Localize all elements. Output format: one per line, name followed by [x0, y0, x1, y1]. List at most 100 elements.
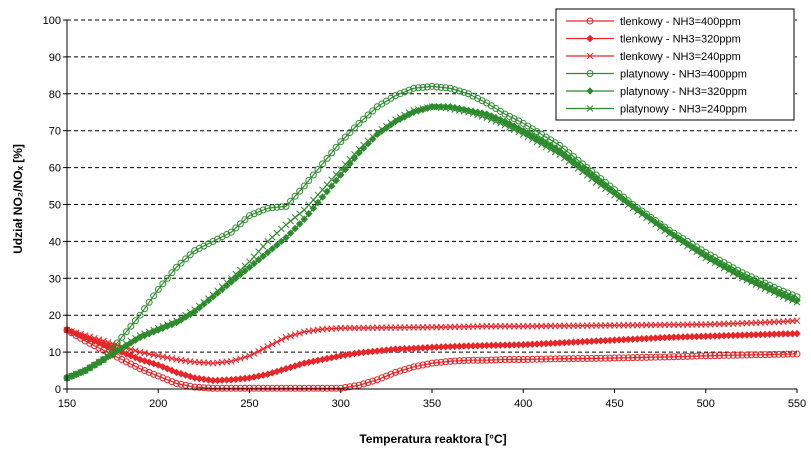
data-point: [86, 333, 94, 341]
data-point: [282, 221, 290, 229]
data-point: [291, 192, 299, 200]
data-point: [200, 375, 208, 384]
data-point: [287, 384, 295, 392]
data-point: [209, 384, 217, 392]
data-point: [81, 332, 89, 339]
data-point: [442, 84, 450, 92]
data-point: [173, 317, 180, 325]
data-point: [433, 359, 441, 367]
data-point: [163, 376, 171, 384]
legend-marker: [586, 105, 594, 112]
data-point: [264, 204, 272, 212]
data-point: [460, 356, 468, 364]
data-point: [602, 185, 609, 193]
data-point: [711, 352, 719, 360]
data-point: [706, 352, 714, 360]
data-point: [437, 83, 445, 91]
data-point: [560, 355, 568, 363]
data-point: [346, 129, 354, 137]
data-point: [492, 118, 500, 125]
x-tick-label: 200: [149, 398, 167, 410]
data-point: [784, 350, 792, 358]
data-point: [118, 333, 126, 341]
legend-label: platynowy - NH3=320ppm: [620, 86, 747, 98]
data-point: [314, 384, 322, 392]
data-point: [360, 380, 368, 388]
data-point: [91, 361, 98, 369]
data-point: [263, 248, 272, 257]
data-point: [282, 202, 290, 210]
data-point: [592, 179, 600, 186]
data-point: [255, 347, 262, 355]
legend-label: tlenkowy - NH3=320ppm: [620, 34, 741, 46]
data-point: [227, 384, 235, 392]
data-point: [132, 347, 139, 355]
x-tick-label: 550: [788, 398, 806, 410]
data-point: [670, 233, 678, 241]
data-point: [789, 297, 796, 304]
data-point: [191, 306, 199, 314]
data-point: [286, 229, 295, 237]
data-point: [474, 356, 482, 364]
data-point: [268, 204, 276, 212]
data-point: [793, 317, 801, 325]
data-point: [177, 380, 185, 388]
data-point: [442, 358, 450, 366]
data-point: [232, 356, 240, 364]
data-point: [104, 339, 112, 346]
data-point: [519, 131, 527, 138]
data-point: [268, 340, 276, 348]
data-point: [273, 338, 281, 346]
data-point: [159, 280, 167, 288]
data-point: [323, 154, 331, 162]
x-tick-label: 150: [58, 398, 76, 410]
data-point: [597, 182, 605, 189]
data-point: [382, 372, 390, 380]
data-point: [136, 365, 144, 373]
data-point: [305, 177, 313, 185]
data-point: [392, 368, 399, 376]
data-point: [68, 327, 75, 335]
data-point: [241, 216, 249, 224]
data-point: [127, 322, 135, 330]
data-point: [246, 212, 253, 220]
data-point: [757, 351, 764, 359]
x-tick-label: 350: [423, 398, 441, 410]
data-point: [159, 374, 167, 382]
data-point: [588, 354, 596, 362]
data-point: [213, 289, 222, 297]
data-point: [419, 361, 427, 369]
data-point: [510, 355, 518, 363]
data-point: [661, 353, 669, 361]
data-point: [277, 237, 286, 246]
data-point: [341, 133, 349, 141]
data-point: [697, 352, 705, 360]
legend-label: platynowy - NH3=240ppm: [620, 104, 747, 116]
data-point: [341, 384, 349, 392]
data-point: [373, 129, 381, 136]
data-point: [282, 384, 290, 392]
data-point: [296, 210, 304, 218]
data-point: [679, 352, 687, 360]
data-point: [414, 84, 422, 92]
data-point: [168, 378, 176, 386]
data-point: [483, 356, 491, 364]
data-point: [278, 336, 285, 343]
data-point: [455, 87, 463, 95]
data-point: [378, 374, 386, 382]
data-point: [738, 351, 746, 359]
data-point: [259, 384, 267, 392]
data-point: [474, 111, 481, 119]
data-point: [300, 182, 308, 190]
x-tick-label: 500: [697, 398, 715, 410]
data-point: [405, 86, 413, 94]
data-point: [793, 350, 801, 358]
data-point: [368, 135, 377, 143]
data-point: [565, 158, 573, 165]
data-point: [77, 369, 85, 376]
data-point: [501, 355, 509, 363]
data-point: [341, 165, 350, 174]
data-point: [766, 287, 773, 295]
data-point: [656, 353, 664, 361]
data-point: [702, 254, 710, 262]
